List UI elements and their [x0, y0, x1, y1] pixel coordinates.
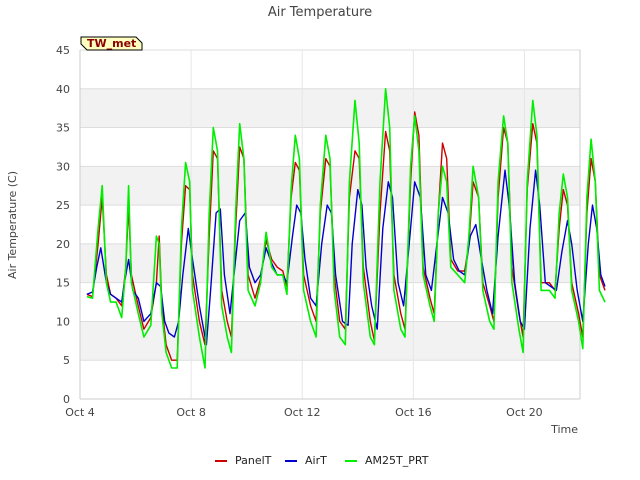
y-tick-label: 0 [63, 393, 70, 406]
y-tick-label: 15 [56, 277, 70, 290]
y-tick-label: 40 [56, 83, 70, 96]
series-layer [86, 88, 606, 369]
x-tick-label: Oct 4 [65, 406, 95, 419]
chart-title: Air Temperature [268, 5, 372, 20]
y-tick-label: 5 [63, 354, 70, 367]
series-line-am25t_prt [86, 88, 606, 369]
legend-label-panelt: PanelT [235, 454, 272, 467]
y-tick-label: 30 [56, 160, 70, 173]
x-tick-label: Oct 20 [506, 406, 543, 419]
x-tick-label: Oct 8 [176, 406, 206, 419]
legend-label-airt: AirT [305, 454, 327, 467]
y-tick-label: 20 [56, 238, 70, 251]
y-tick-label: 10 [56, 315, 70, 328]
x-axis-ticks: Oct 4 Oct 8 Oct 12 Oct 16 Oct 20 [65, 406, 542, 419]
y-tick-label: 25 [56, 199, 70, 212]
y-axis-label: Air Temperature (C) [6, 171, 19, 279]
plot-area [80, 50, 580, 399]
x-tick-label: Oct 12 [284, 406, 321, 419]
legend: PanelT AirT AM25T_PRT [215, 454, 429, 467]
station-label: TW_met [87, 37, 136, 50]
x-tick-label: Oct 16 [395, 406, 432, 419]
legend-label-am25t_prt: AM25T_PRT [365, 454, 429, 467]
series-line-airt [86, 169, 606, 346]
y-tick-label: 45 [56, 44, 70, 57]
y-axis-ticks: 0 5 10 15 20 25 30 35 40 45 [56, 44, 70, 406]
station-badge: TW_met [80, 36, 143, 51]
y-tick-label: 35 [56, 122, 70, 135]
x-axis-label: Time [550, 423, 578, 436]
